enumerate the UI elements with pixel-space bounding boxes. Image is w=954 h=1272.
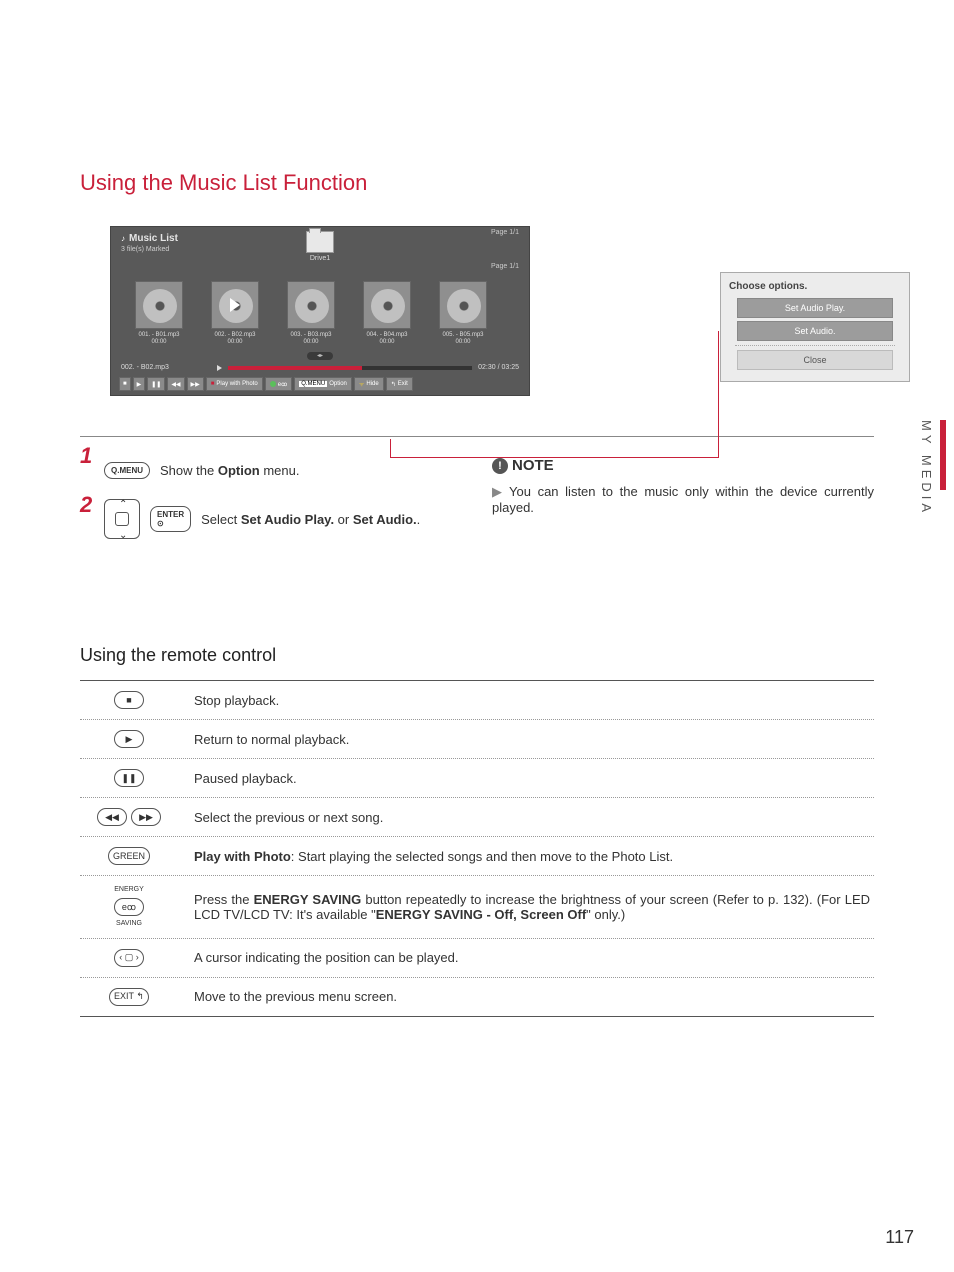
scrub-indicator[interactable]: ◂▸	[307, 352, 333, 360]
table-row: ◀◀ ▶▶ Select the previous or next song.	[80, 798, 874, 837]
table-row: GREEN Play with Photo: Start playing the…	[80, 837, 874, 876]
row-text: Return to normal playback.	[194, 732, 870, 747]
row-text: Paused playback.	[194, 771, 870, 786]
play-with-photo-button[interactable]: ■Play with Photo	[206, 377, 263, 391]
cursor-key-icon: ‹ ▢ ›	[114, 949, 144, 967]
page-number: 117	[885, 1227, 914, 1248]
options-header: Choose options.	[729, 281, 901, 292]
remote-control-table: ■ Stop playback. ▶ Return to normal play…	[80, 680, 874, 1016]
disc-icon	[439, 281, 487, 329]
music-item[interactable]: 002. - B02.mp300:00	[207, 281, 263, 346]
play-indicator-icon	[217, 365, 222, 371]
pause-button[interactable]: ❚❚	[147, 377, 165, 391]
connector-line	[390, 439, 391, 457]
marked-count: 3 file(s) Marked	[121, 246, 178, 253]
music-item-label: 005. - B05.mp3	[442, 332, 483, 338]
green-key-icon: GREEN	[108, 847, 150, 865]
table-row: ■ Stop playback.	[80, 681, 874, 720]
connector-line	[390, 457, 718, 458]
music-item-label: 002. - B02.mp3	[214, 332, 255, 338]
forward-button[interactable]: ▶▶	[187, 377, 204, 391]
disc-icon	[211, 281, 259, 329]
energy-label-bot: SAVING	[116, 920, 142, 928]
table-row: ENERGY eꝏ SAVING Press the ENERGY SAVING…	[80, 876, 874, 938]
qmenu-key-icon: Q.MENU	[104, 462, 150, 479]
note-header: NOTE	[512, 457, 554, 474]
disc-icon	[287, 281, 335, 329]
bullet-icon: ▶	[492, 484, 505, 499]
exit-key-icon: EXIT ↰	[109, 988, 149, 1006]
row-text: Play with Photo: Start playing the selec…	[194, 849, 870, 864]
table-row: ‹ ▢ › A cursor indicating the position c…	[80, 939, 874, 978]
step-1: 1 Q.MENU Show the Option menu.	[80, 457, 462, 483]
table-row: ▶ Return to normal playback.	[80, 720, 874, 759]
music-item-time: 00:00	[455, 339, 470, 345]
step-number: 1	[80, 443, 94, 469]
music-item[interactable]: 001. - B01.mp300:00	[131, 281, 187, 346]
table-row: ❚❚ Paused playback.	[80, 759, 874, 798]
pause-key-icon: ❚❚	[114, 769, 144, 787]
exit-button[interactable]: ↰ Exit	[386, 377, 413, 391]
page-title: Using the Music List Function	[80, 170, 874, 196]
connector-line	[718, 331, 719, 458]
close-button[interactable]: Close	[737, 350, 893, 370]
music-item-time: 00:00	[303, 339, 318, 345]
table-row: EXIT ↰ Move to the previous menu screen.	[80, 978, 874, 1016]
disc-icon	[363, 281, 411, 329]
step-1-text: Show the Option menu.	[160, 463, 299, 478]
set-audio-play-button[interactable]: Set Audio Play.	[737, 298, 893, 318]
now-playing-time: 02:30 / 03:25	[478, 364, 519, 371]
music-note-icon: ♪	[121, 234, 125, 243]
music-item-time: 00:00	[151, 339, 166, 345]
forward-key-icon: ▶▶	[131, 808, 161, 826]
row-text: Press the ENERGY SAVING button repeatedl…	[194, 892, 870, 922]
enter-key-icon: ENTER⊙	[150, 506, 191, 532]
play-key-icon: ▶	[114, 730, 144, 748]
music-item-label: 004. - B04.mp3	[366, 332, 407, 338]
music-item-label: 003. - B03.mp3	[290, 332, 331, 338]
step-number: 2	[80, 492, 94, 518]
music-item[interactable]: 004. - B04.mp300:00	[359, 281, 415, 346]
music-item-label: 001. - B01.mp3	[138, 332, 179, 338]
row-text: Stop playback.	[194, 693, 870, 708]
music-list-title: Music List	[129, 233, 178, 244]
note-text: You can listen to the music only within …	[492, 484, 874, 515]
music-list-panel: ♪ Music List 3 file(s) Marked Drive1 Pag…	[110, 226, 530, 396]
option-button[interactable]: Q.MENUOption	[294, 377, 352, 391]
drive-label: Drive1	[306, 255, 334, 262]
energy-label-top: ENERGY	[114, 886, 144, 894]
step-2: 2 ENTER⊙ Select Set Audio Play. or Set A…	[80, 499, 462, 539]
energy-key-icon: eꝏ	[114, 898, 144, 916]
music-item[interactable]: 005. - B05.mp300:00	[435, 281, 491, 346]
disc-icon	[135, 281, 183, 329]
step-2-text: Select Set Audio Play. or Set Audio..	[201, 512, 420, 527]
set-audio-button[interactable]: Set Audio.	[737, 321, 893, 341]
music-item-time: 00:00	[227, 339, 242, 345]
play-button[interactable]: ▶	[133, 377, 146, 391]
subsection-title: Using the remote control	[80, 645, 874, 666]
hide-button[interactable]: ᯤHide	[354, 377, 384, 391]
page-indicator-sub: Page 1/1	[491, 263, 519, 270]
nav-key-icon	[104, 499, 140, 539]
music-item-time: 00:00	[379, 339, 394, 345]
music-item[interactable]: 003. - B03.mp300:00	[283, 281, 339, 346]
stop-key-icon: ■	[114, 691, 144, 709]
note-box: !NOTE ▶You can listen to the music only …	[492, 457, 874, 555]
folder-icon[interactable]	[306, 231, 334, 253]
stop-button[interactable]: ■	[119, 377, 131, 391]
row-text: Select the previous or next song.	[194, 810, 870, 825]
row-text: A cursor indicating the position can be …	[194, 950, 870, 965]
rewind-button[interactable]: ◀◀	[167, 377, 184, 391]
energy-button[interactable]: eꝏ	[265, 377, 292, 391]
page-indicator-top: Page 1/1	[491, 229, 519, 236]
now-playing-name: 002. - B02.mp3	[121, 364, 211, 371]
row-text: Move to the previous menu screen.	[194, 989, 870, 1004]
note-icon: !	[492, 458, 508, 474]
options-popup: Choose options. Set Audio Play. Set Audi…	[720, 272, 910, 382]
progress-bar[interactable]	[228, 366, 472, 370]
rewind-key-icon: ◀◀	[97, 808, 127, 826]
divider	[80, 436, 874, 437]
